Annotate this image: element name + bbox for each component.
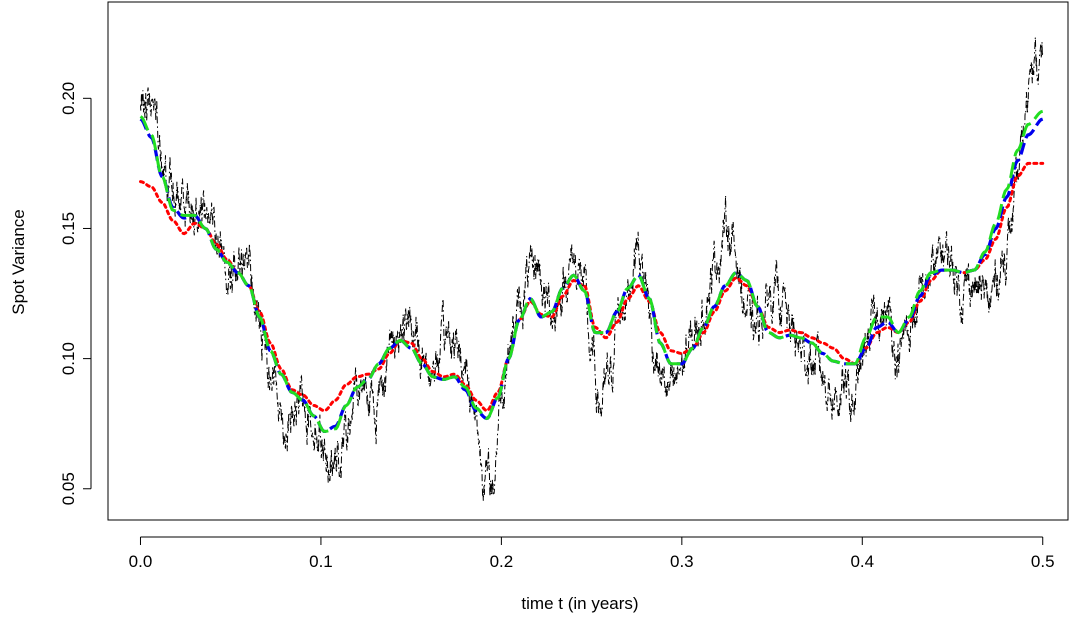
series-layer bbox=[139, 37, 1045, 501]
y-tick-label: 0.10 bbox=[59, 342, 78, 375]
x-tick-label: 0.0 bbox=[129, 552, 153, 571]
x-axis: 0.0 0.1 0.2 0.3 0.4 0.5 bbox=[129, 536, 1055, 571]
x-tick-label: 0.3 bbox=[670, 552, 694, 571]
series-line-0 bbox=[140, 37, 1044, 501]
y-axis: 0.05 0.10 0.15 0.20 bbox=[59, 82, 92, 505]
x-tick-label: 0.2 bbox=[490, 552, 514, 571]
y-axis-label: Spot Variance bbox=[9, 209, 28, 315]
plot-frame bbox=[107, 1, 1069, 521]
y-tick-label: 0.05 bbox=[59, 472, 78, 505]
y-tick-label: 0.20 bbox=[59, 82, 78, 115]
y-tick-label: 0.15 bbox=[59, 212, 78, 245]
x-tick-label: 0.5 bbox=[1031, 552, 1055, 571]
x-axis-label: time t (in years) bbox=[521, 594, 638, 613]
series-line-3 bbox=[139, 109, 1044, 433]
x-tick-label: 0.1 bbox=[309, 552, 333, 571]
x-tick-label: 0.4 bbox=[850, 552, 874, 571]
